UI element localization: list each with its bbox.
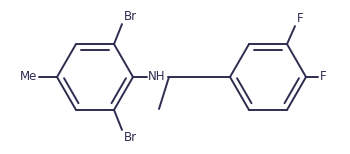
Text: F: F bbox=[320, 71, 327, 83]
Text: F: F bbox=[297, 12, 304, 25]
Text: Me: Me bbox=[20, 71, 37, 83]
Text: Br: Br bbox=[124, 10, 137, 23]
Text: Br: Br bbox=[124, 131, 137, 144]
Text: NH: NH bbox=[148, 71, 166, 83]
